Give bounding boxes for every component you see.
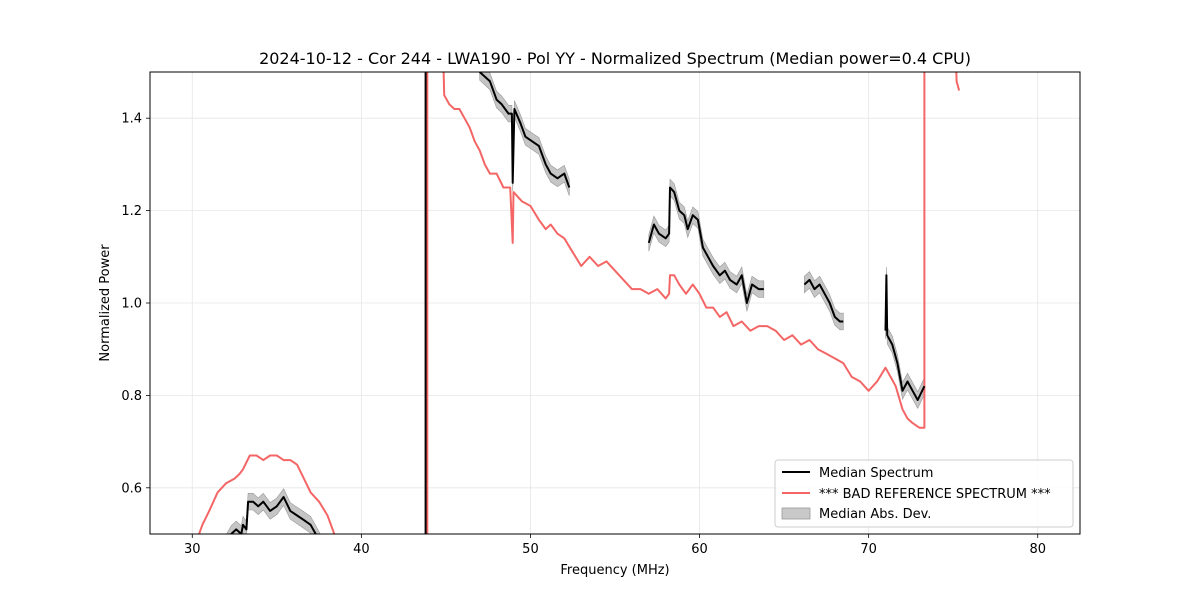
x-tick-label: 50 [522, 542, 539, 557]
legend-box [774, 459, 1074, 528]
y-tick-label: 1.4 [121, 112, 142, 127]
x-axis-label: Frequency (MHz) [560, 563, 669, 578]
median-spectrum-line [803, 278, 844, 323]
legend-mad-label: Median Abs. Dev. [819, 507, 931, 522]
median-spectrum-line [884, 274, 926, 401]
reference-spectrum-line [197, 454, 336, 534]
median-spectrum-line [230, 496, 317, 534]
x-tick-label: 80 [1029, 542, 1046, 557]
x-tick-label: 40 [353, 542, 370, 557]
y-tick-label: 1.2 [121, 204, 142, 219]
x-tick-label: 70 [860, 542, 877, 557]
legend-mad-swatch [781, 507, 811, 520]
legend-median-label: Median Spectrum [819, 466, 933, 481]
legend: Median Spectrum *** BAD REFERENCE SPECTR… [774, 459, 1074, 528]
x-tick-label: 60 [691, 542, 708, 557]
y-tick-label: 0.6 [121, 481, 142, 496]
y-axis-label: Normalized Power [98, 244, 113, 362]
y-tick-label: 0.8 [121, 389, 142, 404]
y-tick-label: 1.0 [121, 297, 142, 312]
mad-band [648, 178, 765, 312]
median-spectrum-line [479, 72, 571, 188]
axis-ticks: 30 40 50 60 70 80 0.6 0.8 1.0 1.2 1.4 [121, 112, 1046, 557]
plot-area [197, 72, 961, 534]
median-spectrum-line [647, 186, 764, 304]
chart-title: 2024-10-12 - Cor 244 - LWA190 - Pol YY -… [259, 49, 971, 68]
reference-spectrum-line [442, 72, 926, 429]
x-tick-label: 30 [184, 542, 201, 557]
legend-reference-label: *** BAD REFERENCE SPECTRUM *** [819, 487, 1051, 502]
reference-spectrum-line [955, 72, 961, 91]
